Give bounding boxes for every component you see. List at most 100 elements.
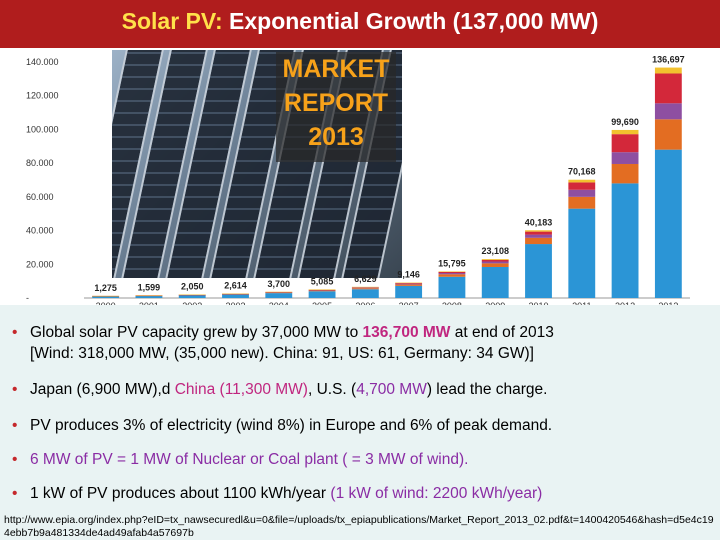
market-report-photo: MARKET REPORT 2013 — [112, 50, 402, 278]
y-tick-label: 140.000 — [26, 57, 59, 67]
y-tick-label: - — [26, 293, 29, 303]
bar-segment-2009-3 — [481, 261, 509, 264]
y-tick-label: 80.000 — [26, 158, 54, 168]
bullet-marker: • — [12, 324, 18, 341]
bar-segment-2006-4 — [351, 287, 379, 288]
source-link[interactable]: http://www.epia.org/index.php?eID=tx_naw… — [4, 514, 714, 539]
bullet-marker: • — [12, 417, 18, 434]
bar-segment-2012-3 — [611, 152, 639, 164]
bullet-panel — [0, 305, 720, 540]
bar-segment-2010-3 — [525, 234, 552, 238]
bullet-marker: • — [12, 485, 18, 502]
bar-segment-2002-1 — [178, 295, 206, 298]
data-label-2000: 1,275 — [94, 283, 117, 293]
bar-segment-2009-5 — [481, 259, 509, 260]
slide-title: Solar PV: Exponential Growth (137,000 MW… — [0, 8, 720, 35]
bar-segment-2010-4 — [525, 231, 552, 235]
y-tick-label: 40.000 — [26, 226, 54, 236]
data-label-2010: 40,183 — [525, 217, 553, 227]
x-tick-label-2008: 2008 — [442, 301, 462, 305]
y-tick-label: 120.000 — [26, 91, 59, 101]
bullet-2-part: ) lead the charge. — [426, 381, 548, 398]
data-label-2002: 2,050 — [181, 282, 204, 292]
bar-segment-2009-2 — [481, 263, 509, 267]
x-tick-label-2005: 2005 — [312, 301, 332, 305]
bullet-5-highlight: (1 kW of wind: 2200 kWh/year) — [330, 485, 543, 502]
bar-segment-2010-1 — [525, 244, 552, 298]
bar-segment-2011-4 — [568, 182, 596, 190]
bar-segment-2012-1 — [611, 183, 639, 298]
bar-segment-2013-4 — [654, 73, 682, 104]
bullet-5-text: 1 kW of PV produces about 1100 kWh/year … — [30, 484, 542, 504]
bar-segment-2013-3 — [654, 103, 682, 120]
bullet-1-part: at end of 2013 — [450, 324, 554, 341]
report-line-3: 2013 — [308, 123, 364, 151]
bar-chart: 140.000 120.000 100.000 80.000 60.000 40.000 2… — [26, 55, 690, 305]
bar-segment-2013-5 — [654, 67, 682, 74]
bullet-2-highlight: 4,700 MW — [356, 381, 427, 398]
x-tick-label-2000: 2000 — [96, 301, 116, 305]
bar-segment-2012-2 — [611, 163, 639, 184]
report-line-1: MARKET — [282, 55, 390, 83]
title-accent: Solar PV: — [121, 8, 223, 34]
report-line-2: REPORT — [283, 89, 389, 117]
bullet-1-line2: [Wind: 318,000 MW, (35,000 new). China: … — [30, 345, 534, 362]
bar-segment-2008-2 — [438, 274, 466, 277]
bar-segment-2013-1 — [654, 149, 682, 298]
bar-segment-2012-5 — [611, 129, 639, 135]
bullet-4-text: 6 MW of PV = 1 MW of Nuclear or Coal pla… — [30, 451, 469, 468]
x-tick-label-2001: 2001 — [139, 301, 159, 305]
title-bar: Solar PV: Exponential Growth (137,000 MW… — [0, 0, 720, 48]
bar-segment-2012-4 — [611, 134, 639, 153]
data-label-2012: 99,690 — [611, 117, 639, 127]
bar-segment-2004-5 — [265, 291, 293, 293]
data-label-2008: 15,795 — [438, 258, 466, 268]
x-tick-label-2006: 2006 — [355, 301, 375, 305]
data-label-2011: 70,168 — [568, 167, 596, 177]
bar-segment-2003-5 — [222, 293, 249, 295]
bullet-5-part: 1 kW of PV produces about 1100 kWh/year — [30, 485, 331, 502]
bar-segment-2006-2 — [351, 288, 379, 290]
x-tick-label-2010: 2010 — [528, 301, 548, 305]
bar-segment-2006-1 — [351, 289, 379, 298]
x-tick-label-2009: 2009 — [485, 301, 505, 305]
data-label-2001: 1,599 — [138, 282, 161, 292]
bullet-3-text: PV produces 3% of electricity (wind 8%) … — [30, 417, 553, 434]
y-tick-label: 60.000 — [26, 192, 54, 202]
data-label-2003: 2,614 — [224, 281, 247, 291]
x-tick-label-2004: 2004 — [269, 301, 289, 305]
bullet-1-part: Global solar PV capacity grew by 37,000 … — [30, 324, 363, 341]
bar-segment-2008-3 — [438, 273, 466, 275]
bullet-1-text: Global solar PV capacity grew by 37,000 … — [30, 323, 554, 343]
bullet-2-part: , U.S. ( — [307, 381, 357, 398]
bullet-marker: • — [12, 381, 18, 398]
data-label-2005: 5,085 — [311, 276, 334, 286]
bar-segment-2001-5 — [135, 295, 163, 296]
bullet-2-part: Japan (6,900 MW),d — [30, 381, 175, 398]
bar-segment-2005-2 — [308, 290, 336, 292]
bar-segment-2010-5 — [525, 230, 552, 232]
chart-area: MARKET REPORT 2013 140.000 120.000 100.000… — [22, 50, 698, 305]
bar-segment-2008-4 — [438, 271, 466, 274]
bar-segment-2004-3 — [265, 292, 293, 293]
bar-segment-2000-1 — [92, 296, 120, 298]
data-label-2009: 23,108 — [481, 246, 509, 256]
bar-segment-2008-1 — [438, 276, 466, 298]
bar-segment-2005-5 — [308, 289, 336, 290]
bar-segment-2011-5 — [568, 179, 596, 183]
bar-segment-2009-1 — [481, 266, 509, 298]
bar-segment-2001-1 — [135, 295, 163, 298]
bar-segment-2006-5 — [351, 286, 379, 288]
bar-segment-2006-3 — [351, 287, 379, 289]
x-tick-label-2007: 2007 — [399, 301, 419, 305]
bar-segment-2004-2 — [265, 292, 293, 294]
bullet-marker: • — [12, 451, 18, 468]
x-tick-label-2002: 2002 — [182, 301, 202, 305]
bar-segment-2013-2 — [654, 119, 682, 150]
bar-segment-2007-1 — [395, 285, 423, 298]
bar-segment-2011-3 — [568, 189, 596, 197]
x-tick-label-2003: 2003 — [225, 301, 245, 305]
data-label-2006: 6,629 — [354, 274, 377, 284]
bar-segment-2007-3 — [395, 283, 423, 285]
bullet-1-highlight: 136,700 MW — [362, 324, 451, 341]
